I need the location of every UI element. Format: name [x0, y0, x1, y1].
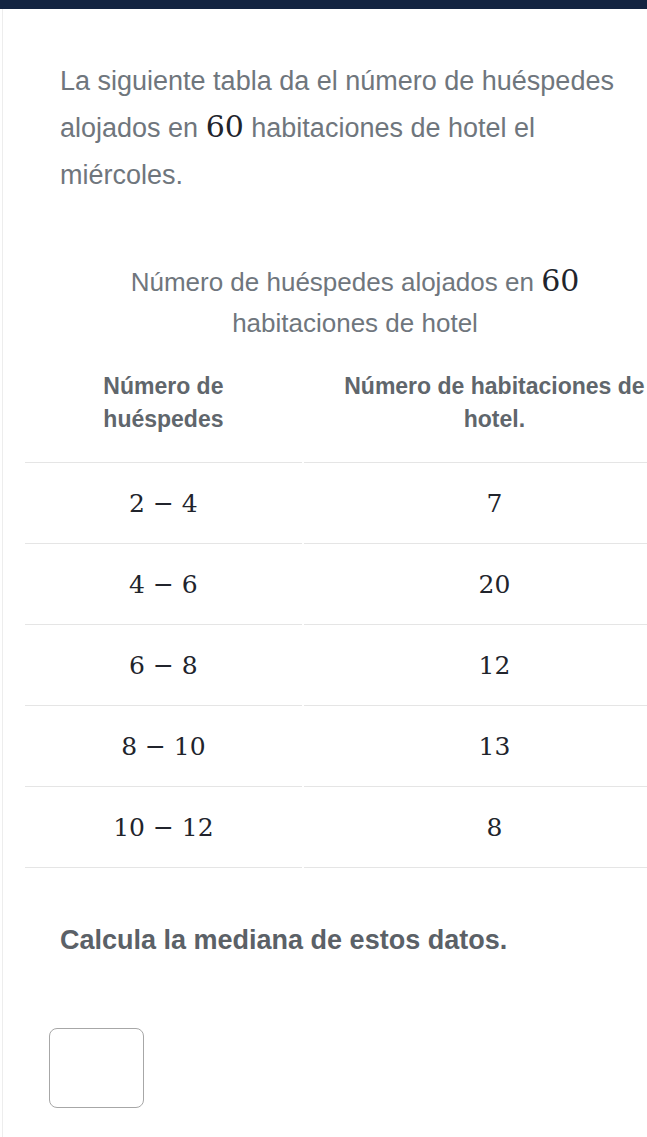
table-row: 10 − 12 8 [25, 787, 647, 868]
table-row: 2 − 4 7 [25, 463, 647, 544]
table-title-post: habitaciones de hotel [232, 308, 478, 338]
intro-math-60: 60 [206, 109, 244, 144]
table-row: 6 − 8 12 [25, 625, 647, 706]
count-cell: 13 [304, 706, 647, 787]
table-title: Número de huéspedes alojados en 60 habit… [83, 262, 628, 344]
count-cell: 12 [304, 625, 647, 706]
top-navy-bar [0, 0, 647, 9]
question-text: Calcula la mediana de estos datos. [60, 922, 620, 958]
range-cell: 4 − 6 [25, 544, 302, 625]
range-cell: 6 − 8 [25, 625, 302, 706]
header-rooms-column: Número de habitaciones de hotel. [304, 344, 647, 463]
range-cell: 10 − 12 [25, 787, 302, 868]
table-title-pre: Número de huéspedes alojados en [131, 267, 542, 297]
table-row: 8 − 10 13 [25, 706, 647, 787]
count-cell: 20 [304, 544, 647, 625]
table-row: 4 − 6 20 [25, 544, 647, 625]
header-guests-column: Número de huéspedes [25, 344, 302, 463]
answer-input[interactable] [49, 1028, 144, 1108]
table-title-math-60: 60 [541, 263, 579, 298]
count-cell: 8 [304, 787, 647, 868]
frequency-table: Número de huéspedes Número de habitacion… [23, 344, 647, 868]
header-rooms-label: Número de habitaciones de hotel. [327, 370, 647, 436]
table-header-row: Número de huéspedes Número de habitacion… [25, 344, 647, 463]
frequency-table-section: Número de huéspedes alojados en 60 habit… [23, 262, 647, 868]
count-cell: 7 [304, 463, 647, 544]
range-cell: 8 − 10 [25, 706, 302, 787]
left-edge-divider [2, 9, 3, 1137]
range-cell: 2 − 4 [25, 463, 302, 544]
problem-intro-text: La siguiente tabla da el número de huésp… [60, 58, 645, 199]
header-guests-label: Número de huéspedes [91, 370, 236, 436]
